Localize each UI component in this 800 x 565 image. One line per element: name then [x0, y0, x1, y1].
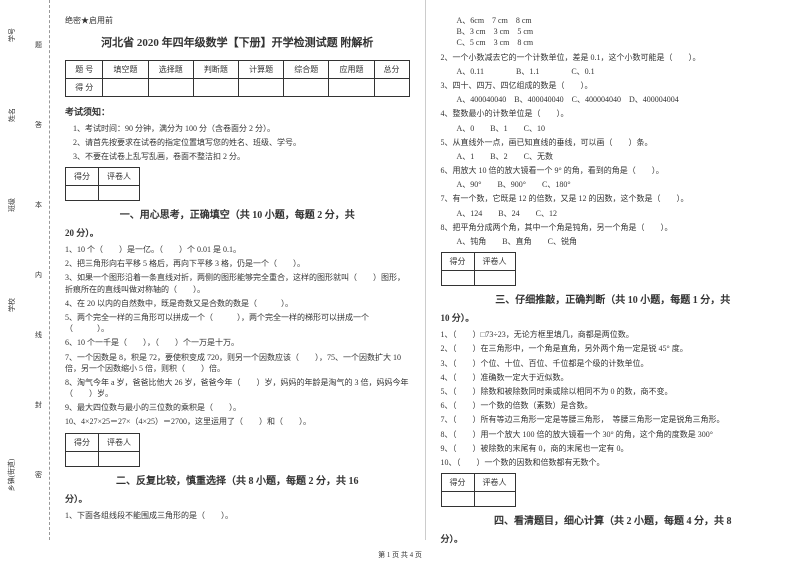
st-h5: 计算题: [239, 61, 284, 79]
s3-q8: 8、（ ）用一个放大 100 倍的放大镜看一个 30° 的角，这个角的度数是 3…: [441, 429, 786, 440]
s2-q6o: A、90° B、900° C、180°: [457, 179, 786, 190]
s2-q2: 2、一个小数减去它的一个计数单位，差是 0.1，这个小数可能是（ ）。: [441, 52, 786, 63]
bind-t6: 封: [35, 400, 42, 410]
sec3-title: 三、仔细推敲，正确判断（共 10 小题，每题 1 分，共: [495, 295, 730, 306]
s2-q8o: A、钝角 B、直角 C、锐角: [457, 236, 786, 247]
bind-lbl-5: 乡镇(街道): [6, 459, 16, 492]
s1-q3: 3、如果一个图形沿着一条直线对折，两侧的图形能够完全重合，这样的图形就叫（ ）图…: [65, 272, 410, 294]
s1-q4: 4、在 20 以内的自然数中，既是奇数又是合数的数是（ ）。: [65, 298, 410, 309]
s3-q10: 10、（ ）一个数的因数和倍数都有无数个。: [441, 457, 786, 468]
s1-q6: 6、10 个一千是（ ），（ ）个一万是十万。: [65, 337, 410, 348]
score-box-1: 得分评卷人: [65, 167, 140, 201]
s1-q9: 9、最大四位数与最小的三位数的乘积是（ ）。: [65, 402, 410, 413]
notice-title: 考试须知：: [65, 105, 410, 118]
st-r1: 得 分: [66, 79, 103, 97]
sec1-sub: 20 分）。: [65, 226, 410, 239]
st-h7: 应用题: [329, 61, 374, 79]
s2-q8: 8、把平角分成两个角，其中一个角是钝角，另一个角是（ ）。: [441, 222, 786, 233]
bind-lbl-4: 学校: [7, 298, 17, 312]
s1-q7: 7、一个因数是 8，积是 72，要使积变成 720，则另一个因数应该（ ），75…: [65, 352, 410, 374]
s2-q7o: A、124 B、24 C、12: [457, 208, 786, 219]
s2-q4o: A、0 B、1 C、10: [457, 123, 786, 134]
sec3-sub: 10 分）。: [441, 311, 786, 324]
st-h1: 题 号: [66, 61, 103, 79]
sec4-sub: 分）。: [441, 532, 786, 545]
s2-q1a: A、6cm 7 cm 8 cm: [457, 15, 786, 26]
exam-title: 河北省 2020 年四年级数学【下册】开学检测试题 附解析: [65, 34, 410, 50]
st-h3: 选择题: [148, 61, 193, 79]
bind-lbl-1: 学号: [7, 28, 17, 42]
s1-q10: 10、4×27×25＝27×（4×25）＝2700，这里运用了（ ）和（ ）。: [65, 416, 410, 427]
st-h4: 判断题: [193, 61, 238, 79]
s2-q5o: A、1 B、2 C、无数: [457, 151, 786, 162]
s1-q8: 8、淘气今年 a 岁，爸爸比他大 26 岁，爸爸今年（ ）岁，妈妈的年龄是淘气的…: [65, 377, 410, 399]
s1-q2: 2、把三角形向右平移 5 格后，再向下平移 3 格，仍是一个（ ）。: [65, 258, 410, 269]
s1-q5: 5、两个完全一样的三角形可以拼成一个（ ），两个完全一样的梯形可以拼成一个（ ）…: [65, 312, 410, 334]
right-column: A、6cm 7 cm 8 cm B、3 cm 3 cm 5 cm C、5 cm …: [426, 0, 800, 540]
bind-t7: 密: [35, 470, 42, 480]
notice-3: 3、不要在试卷上乱写乱画，卷面不整洁扣 2 分。: [65, 151, 410, 162]
s2-q1b: B、3 cm 3 cm 5 cm: [457, 26, 786, 37]
bind-t2: 答: [35, 120, 42, 130]
binding-margin: 学号 姓名 班级 学校 乡镇(街道) 题 答 本 内 线 封 密: [0, 0, 50, 540]
s2-q3o: A、400040040 B、400040040 C、400004040 D、40…: [457, 94, 786, 105]
bind-t5: 线: [35, 330, 42, 340]
secret-label: 绝密★启用前: [65, 15, 410, 26]
left-column: 绝密★启用前 河北省 2020 年四年级数学【下册】开学检测试题 附解析 题 号…: [50, 0, 426, 540]
page-footer: 第 1 页 共 4 页: [0, 550, 800, 560]
s2-q5: 5、从直线外一点，画已知直线的垂线，可以画（ ）条。: [441, 137, 786, 148]
sec1-title: 一、用心思考，正确填空（共 10 小题，每题 2 分，共: [120, 210, 355, 221]
score-box-4: 得分评卷人: [441, 473, 516, 507]
s3-q1: 1、（ ）□73÷23，无论方框里填几，商都是两位数。: [441, 329, 786, 340]
s3-q6: 6、（ ）一个数的倍数（素数）是含数。: [441, 400, 786, 411]
s2-q2o: A、0.11 B、1.1 C、0.1: [457, 66, 786, 77]
s2-q3: 3、四十、四万、四亿组成的数是（ ）。: [441, 80, 786, 91]
s3-q9: 9、（ ）被除数的末尾有 0，商的末尾也一定有 0。: [441, 443, 786, 454]
score-box-3: 得分评卷人: [441, 252, 516, 286]
bind-lbl-2: 姓名: [7, 108, 17, 122]
score-table: 题 号 填空题 选择题 判断题 计算题 综合题 应用题 总分 得 分: [65, 60, 410, 97]
bind-lbl-3: 班级: [7, 198, 17, 212]
score-box-2: 得分评卷人: [65, 433, 140, 467]
st-h8: 总分: [374, 61, 409, 79]
sec2-sub: 分）。: [65, 492, 410, 505]
st-h2: 填空题: [103, 61, 148, 79]
s3-q2: 2、（ ）在三角形中，一个角是直角，另外两个角一定是锐 45° 度。: [441, 343, 786, 354]
s2-q1: 1、下面各组线段不能围成三角形的是（ ）。: [65, 510, 410, 521]
s2-q4: 4、整数最小的计数单位是（ ）。: [441, 108, 786, 119]
s3-q7: 7、（ ）所有等边三角形一定是等腰三角形， 等腰三角形一定是锐角三角形。: [441, 414, 786, 425]
bind-t1: 题: [35, 40, 42, 50]
s3-q4: 4、（ ）准确数一定大于近似数。: [441, 372, 786, 383]
sec2-title: 二、反复比较，慎重选择（共 8 小题，每题 2 分，共 16: [116, 476, 359, 487]
s1-q1: 1、10 个（ ）是一亿。（ ）个 0.01 是 0.1。: [65, 244, 410, 255]
s3-q3: 3、（ ）个位、十位、百位、千位都是个级的计数单位。: [441, 358, 786, 369]
s3-q5: 5、（ ）除数和被除数同时乘或除以相同不为 0 的数，商不变。: [441, 386, 786, 397]
s2-q1c: C、5 cm 3 cm 8 cm: [457, 37, 786, 48]
s2-q6: 6、用放大 10 倍的放大镜看一个 9° 的角，看到的角是（ ）。: [441, 165, 786, 176]
bind-t3: 本: [35, 200, 42, 210]
s2-q7: 7、有一个数，它既是 12 的倍数，又是 12 的因数，这个数是（ ）。: [441, 193, 786, 204]
sec4-title: 四、看清题目，细心计算（共 2 小题，每题 4 分，共 8: [494, 516, 732, 527]
notice-2: 2、请首先按要求在试卷的指定位置填写您的姓名、班级、学号。: [65, 137, 410, 148]
notice-1: 1、考试时间：90 分钟，满分为 100 分（含卷面分 2 分）。: [65, 123, 410, 134]
bind-t4: 内: [35, 270, 42, 280]
st-h6: 综合题: [284, 61, 329, 79]
